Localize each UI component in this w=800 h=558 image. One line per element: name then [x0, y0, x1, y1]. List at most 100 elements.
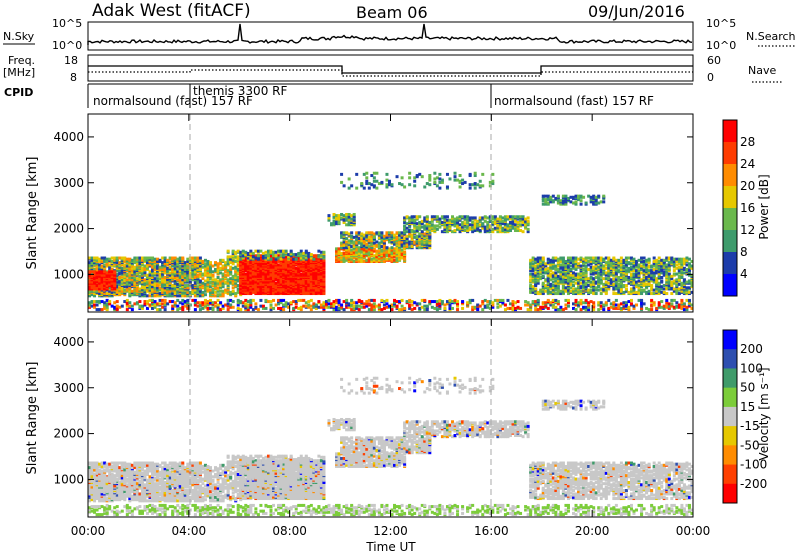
power-cell [292, 287, 296, 291]
power-cell [420, 219, 424, 223]
power-cell [183, 284, 187, 288]
power-cell [584, 271, 588, 275]
power-cell [617, 261, 621, 265]
power-cell [395, 246, 399, 250]
power-cell [569, 256, 573, 260]
power-cell [350, 248, 354, 252]
power-cell [521, 230, 525, 234]
power-cell [186, 264, 190, 268]
power-cell [153, 271, 157, 275]
power-cell [511, 217, 515, 221]
power-cell [546, 286, 550, 290]
power-cell [574, 264, 578, 268]
power-cell [650, 273, 654, 277]
power-cell [274, 281, 278, 285]
power-cell [115, 288, 119, 292]
power-cell [655, 263, 659, 267]
power-cell [529, 289, 533, 293]
power-cell [135, 262, 139, 266]
power-cell [317, 249, 321, 253]
power-cell [335, 219, 339, 223]
power-cell [572, 280, 575, 284]
power-cell [103, 263, 107, 267]
power-cell [418, 221, 422, 224]
power-cell [635, 272, 639, 276]
power-cell [428, 243, 432, 247]
power-cell [110, 274, 114, 278]
power-cell [234, 259, 238, 263]
power-cell [551, 277, 555, 281]
power-cell [559, 274, 563, 278]
power-cell [589, 272, 593, 276]
power-cell [198, 279, 202, 283]
power-cell [387, 253, 391, 257]
power-cell [539, 267, 543, 271]
power-cell [415, 229, 419, 233]
power-cell [602, 285, 606, 289]
power-cell [622, 276, 626, 279]
power-cell [357, 240, 361, 244]
power-cell [471, 221, 475, 224]
power-cell [209, 277, 212, 281]
power-cell [163, 264, 167, 268]
power-cell [191, 290, 195, 294]
power-cell [531, 279, 535, 283]
power-cell [572, 284, 575, 288]
power-cell [599, 262, 603, 266]
power-cell [561, 266, 565, 270]
power-cell [377, 243, 381, 247]
power-cell [88, 290, 91, 294]
power-cell [377, 258, 381, 262]
power-cell [413, 218, 417, 222]
power-cell [539, 276, 543, 279]
power-cell [375, 231, 379, 235]
power-cell [418, 227, 422, 231]
power-cell [599, 256, 603, 260]
power-cell [193, 270, 197, 274]
power-cell [115, 272, 119, 276]
power-cell [451, 215, 454, 219]
power-cell [188, 290, 192, 294]
power-cell [534, 290, 538, 294]
power-cell [503, 215, 507, 219]
power-cell [435, 224, 439, 228]
power-cell [584, 256, 588, 260]
power-cell [501, 222, 505, 226]
power-cell [408, 246, 412, 250]
power-cell [168, 271, 172, 275]
power-cell [506, 223, 510, 227]
power-cell [551, 256, 555, 260]
power-cell [201, 290, 205, 294]
power-cell [461, 215, 465, 219]
power-cell [115, 264, 119, 268]
power-cell [264, 250, 268, 254]
power-cell [428, 226, 432, 230]
power-cell [340, 259, 344, 263]
power-cell [561, 272, 565, 276]
power-cell [128, 282, 132, 286]
power-cell [584, 258, 588, 262]
nave-trace [88, 69, 693, 77]
power-cell [234, 276, 238, 279]
power-cell [614, 272, 618, 276]
power-cell [93, 267, 97, 271]
power-cell [660, 279, 664, 283]
power-cell [493, 226, 497, 230]
power-cell [352, 235, 356, 239]
power-cell [529, 265, 533, 269]
power-cell [519, 223, 523, 227]
power-cell [624, 269, 628, 273]
power-cell [219, 278, 223, 282]
power-cell [216, 286, 220, 290]
power-cell [307, 255, 311, 259]
power-cell [158, 286, 162, 290]
power-cell [587, 290, 591, 294]
power-cell [642, 259, 646, 263]
power-cell [148, 285, 152, 289]
power-cell [133, 261, 137, 265]
power-cell [594, 266, 598, 270]
power-cell [168, 261, 172, 265]
power-cell [393, 258, 397, 262]
power-cell [302, 273, 306, 277]
power-cell [619, 287, 623, 291]
